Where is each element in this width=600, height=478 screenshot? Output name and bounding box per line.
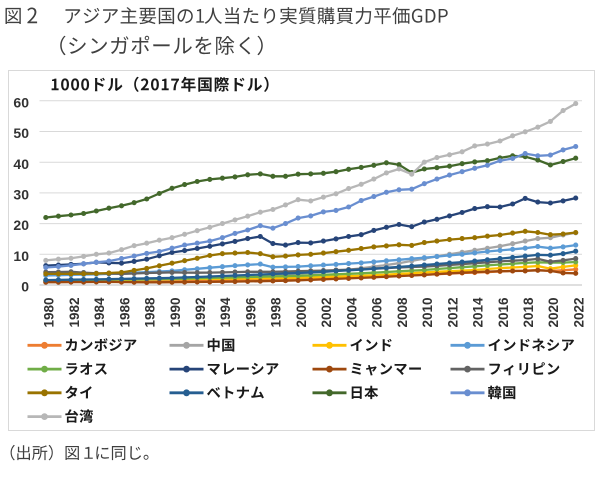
svg-text:2004: 2004: [344, 297, 359, 328]
svg-text:1988: 1988: [142, 297, 157, 328]
svg-text:1982: 1982: [67, 298, 82, 328]
svg-text:2010: 2010: [420, 298, 435, 328]
svg-text:2006: 2006: [370, 297, 385, 328]
svg-text:2002: 2002: [319, 298, 334, 328]
svg-text:50: 50: [13, 125, 29, 141]
svg-text:1998: 1998: [269, 297, 284, 328]
svg-text:2000: 2000: [294, 298, 309, 328]
svg-text:1992: 1992: [193, 298, 208, 328]
svg-text:1984: 1984: [92, 297, 107, 328]
svg-text:2016: 2016: [496, 297, 511, 328]
svg-text:40: 40: [13, 156, 29, 172]
svg-text:2020: 2020: [546, 298, 561, 328]
svg-text:2012: 2012: [445, 298, 460, 328]
svg-text:20: 20: [13, 217, 29, 233]
svg-text:2018: 2018: [521, 297, 536, 328]
svg-text:10: 10: [13, 248, 29, 264]
svg-text:1986: 1986: [117, 297, 132, 328]
svg-text:60: 60: [13, 94, 29, 110]
svg-text:30: 30: [13, 187, 29, 203]
svg-text:0: 0: [21, 279, 29, 295]
svg-text:1980: 1980: [42, 298, 57, 328]
svg-text:2008: 2008: [395, 297, 410, 328]
svg-text:2022: 2022: [571, 298, 586, 328]
svg-text:1990: 1990: [168, 298, 183, 328]
svg-text:2014: 2014: [470, 297, 485, 328]
svg-text:1996: 1996: [243, 297, 258, 328]
svg-text:1994: 1994: [218, 297, 233, 328]
